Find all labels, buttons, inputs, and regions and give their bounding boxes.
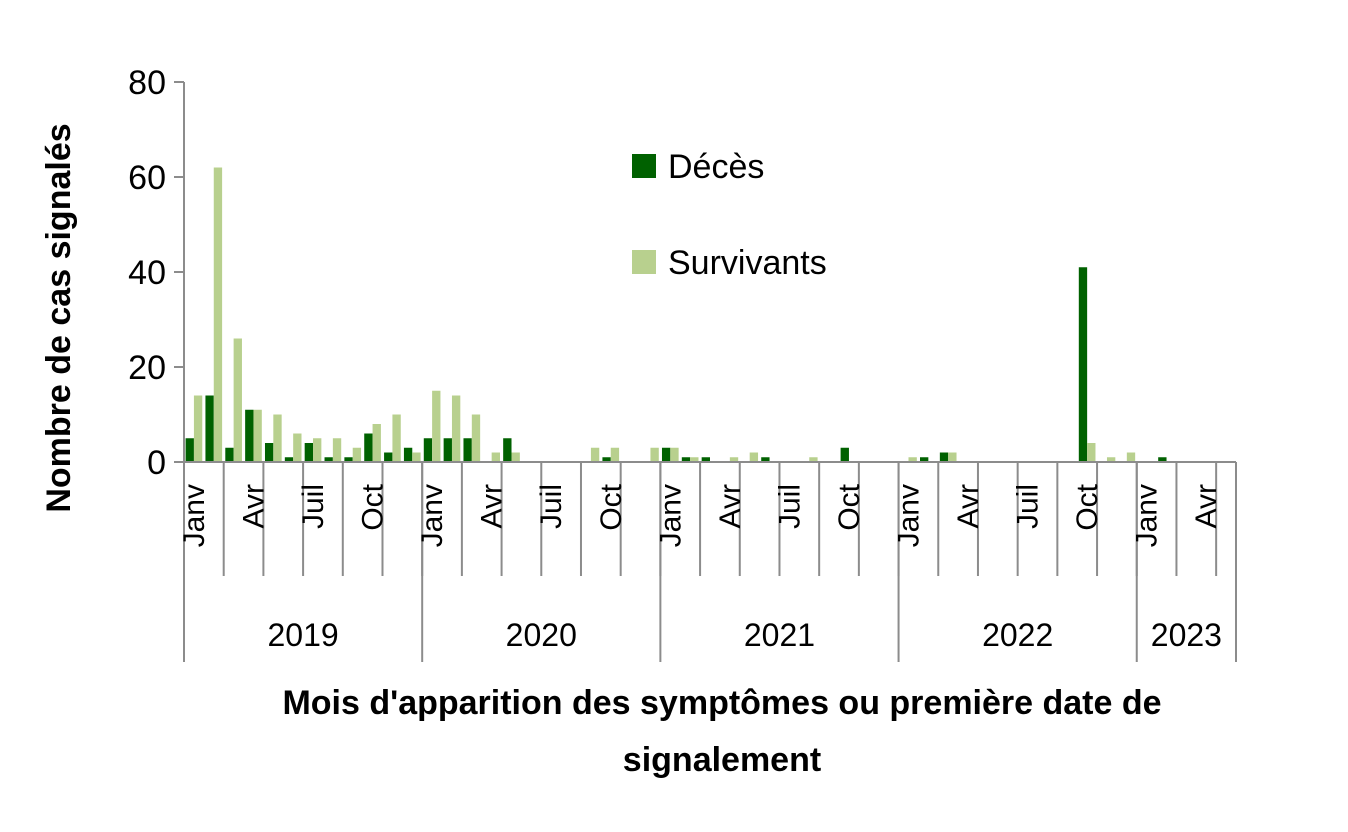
- y-tick-label-20: 20: [128, 349, 166, 387]
- legend-swatch-survivants: [632, 250, 656, 274]
- bar-survivants-46: [1106, 457, 1116, 462]
- y-axis: 0 20 40 60 80: [128, 64, 185, 482]
- bar-survivants-6: [313, 438, 322, 462]
- bar-deces-21: [602, 457, 611, 462]
- bar-deces-12: [423, 438, 433, 462]
- bar-deces-14: [463, 438, 472, 462]
- bar-deces-26: [701, 457, 710, 462]
- bar-deces-24: [661, 447, 671, 462]
- month-label-15: Avr: [476, 484, 509, 528]
- bar-deces-6: [304, 443, 314, 462]
- month-label-33: Oct: [833, 483, 866, 530]
- bar-deces-13: [443, 438, 452, 462]
- month-label-51: Avr: [1190, 484, 1223, 528]
- bar-survivants-13: [451, 395, 461, 462]
- year-label-2020: 2020: [506, 617, 577, 653]
- bar-survivants-38: [948, 452, 957, 462]
- month-label-6: Juil: [297, 484, 330, 529]
- bar-survivants-16: [511, 452, 520, 462]
- bar-survivants-3: [253, 409, 262, 462]
- month-label-27: Avr: [714, 484, 747, 528]
- bar-survivants-2: [233, 338, 242, 462]
- bar-deces-29: [761, 457, 770, 462]
- y-tick-label-80: 80: [128, 64, 166, 102]
- bar-deces-9: [364, 433, 373, 462]
- bar-survivants-23: [650, 447, 659, 462]
- bar-survivants-24: [670, 447, 679, 462]
- bar-deces-11: [403, 447, 413, 462]
- month-label-18: Juil: [535, 484, 568, 529]
- bar-survivants-10: [392, 414, 401, 462]
- y-tick-label-40: 40: [128, 254, 166, 292]
- bar-survivants-11: [412, 452, 421, 462]
- bar-survivants-15: [491, 452, 500, 462]
- month-label-48: Janv: [1131, 484, 1164, 547]
- bar-survivants-45: [1087, 443, 1096, 462]
- bar-deces-7: [324, 457, 333, 462]
- bar-deces-2: [225, 447, 234, 462]
- legend-swatch-deces: [632, 154, 656, 178]
- bar-survivants-36: [908, 457, 917, 462]
- bar-survivants-1: [213, 167, 223, 462]
- year-label-2021: 2021: [744, 617, 815, 653]
- x-axis-title-line-1: Mois d'apparition des symptômes ou premi…: [282, 684, 1161, 722]
- x-axis-title-line-2: signalement: [623, 741, 821, 779]
- bar-survivants-28: [749, 452, 759, 462]
- bar-survivants-47: [1126, 452, 1136, 462]
- y-axis-title: Nombre de cas signalés: [40, 123, 78, 512]
- legend: Décès Survivants: [632, 148, 827, 282]
- bar-deces-5: [284, 457, 294, 462]
- bar-survivants-14: [471, 414, 481, 462]
- bar-survivants-21: [610, 447, 620, 462]
- year-label-2019: 2019: [267, 617, 338, 653]
- legend-label-deces: Décès: [668, 148, 764, 186]
- month-label-36: Janv: [892, 484, 925, 547]
- y-tick-label-60: 60: [128, 159, 166, 197]
- bar-survivants-7: [332, 438, 342, 462]
- bar-deces-1: [205, 395, 214, 462]
- month-label-39: Avr: [952, 484, 985, 528]
- bar-survivants-5: [293, 433, 302, 462]
- bar-survivants-25: [690, 457, 699, 462]
- bar-survivants-8: [352, 447, 362, 462]
- bar-deces-4: [264, 443, 274, 462]
- bar-deces-3: [245, 409, 254, 462]
- bar-survivants-9: [372, 424, 381, 462]
- month-label-24: Janv: [654, 484, 687, 547]
- month-label-45: Oct: [1071, 483, 1104, 530]
- bar-deces-0: [185, 438, 194, 462]
- bar-deces-45: [1078, 267, 1088, 462]
- month-label-42: Juil: [1012, 484, 1045, 529]
- month-label-30: Juil: [773, 484, 806, 529]
- bar-survivants-20: [590, 447, 600, 462]
- bar-deces-8: [344, 457, 353, 462]
- bar-deces-33: [840, 447, 849, 462]
- bar-deces-16: [503, 438, 512, 462]
- bar-survivants-4: [273, 414, 282, 462]
- bar-survivants-31: [809, 457, 818, 462]
- month-label-9: Oct: [357, 483, 390, 530]
- bar-deces-38: [939, 452, 949, 462]
- year-label-2022: 2022: [982, 617, 1053, 653]
- bar-survivants-12: [432, 390, 441, 462]
- month-label-3: Avr: [237, 484, 270, 528]
- month-label-21: Oct: [595, 483, 628, 530]
- month-label-0: Janv: [178, 484, 211, 547]
- x-axis: 2019 2020 2021 2022 2023 Janv Avr Juil Oct Janv Av…: [178, 461, 1237, 662]
- bar-deces-49: [1158, 457, 1167, 462]
- year-label-2023: 2023: [1151, 617, 1222, 653]
- legend-label-survivants: Survivants: [668, 244, 827, 282]
- bar-survivants-0: [193, 395, 203, 462]
- bars-layer: [185, 167, 1167, 462]
- bar-deces-25: [681, 457, 691, 462]
- bar-deces-10: [384, 452, 393, 462]
- bar-deces-37: [920, 457, 929, 462]
- y-tick-label-0: 0: [147, 444, 166, 482]
- month-label-12: Janv: [416, 484, 449, 547]
- bar-survivants-27: [729, 457, 739, 462]
